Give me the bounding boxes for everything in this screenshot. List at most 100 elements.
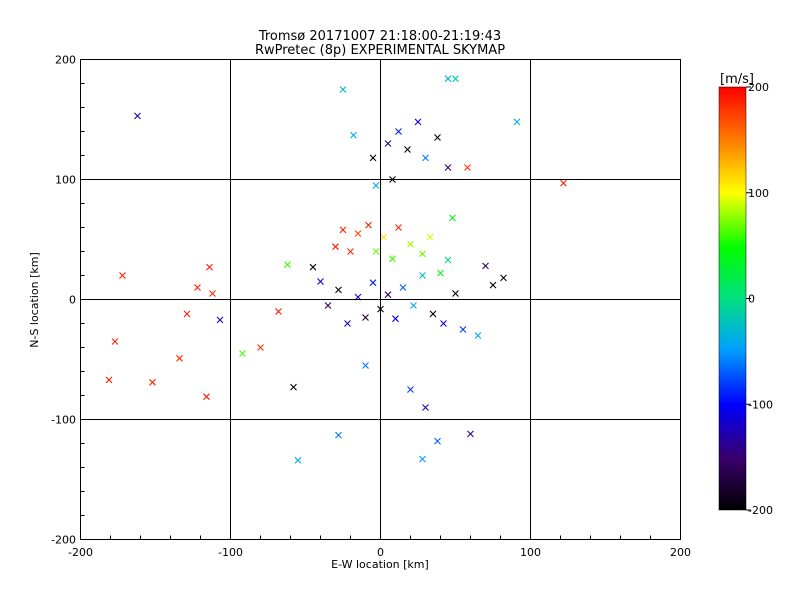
data-point bbox=[206, 263, 213, 271]
data-point bbox=[332, 243, 339, 251]
data-point bbox=[344, 320, 351, 327]
y-axis-label: N-S location [km] bbox=[28, 252, 41, 348]
data-point bbox=[410, 302, 417, 309]
data-point bbox=[239, 350, 246, 357]
chart-subtitle: RwPretec (8p) EXPERIMENTAL SKYMAP bbox=[255, 43, 505, 58]
data-point bbox=[407, 240, 414, 248]
data-point bbox=[429, 310, 437, 318]
colorbar bbox=[718, 86, 747, 511]
data-point bbox=[369, 279, 377, 287]
data-point bbox=[426, 233, 434, 241]
data-point bbox=[134, 112, 141, 120]
data-point bbox=[464, 164, 471, 171]
data-point bbox=[399, 284, 407, 291]
data-point bbox=[389, 255, 396, 263]
y-tick-label: 100 bbox=[55, 174, 76, 187]
data-point bbox=[444, 256, 452, 264]
data-point bbox=[290, 383, 297, 391]
y-tick-label: 200 bbox=[55, 54, 76, 67]
data-point bbox=[339, 226, 347, 234]
data-point bbox=[149, 378, 156, 386]
data-point bbox=[284, 261, 291, 269]
data-point bbox=[372, 248, 380, 255]
data-point bbox=[482, 262, 489, 270]
colorbar-unit-label: [m/s] bbox=[720, 72, 754, 87]
chart-title: Tromsø 20171007 21:18:00-21:19:43 bbox=[258, 29, 501, 44]
data-point bbox=[419, 250, 426, 258]
data-point bbox=[395, 224, 402, 231]
data-point bbox=[350, 131, 357, 139]
x-tick-label: -200 bbox=[68, 546, 93, 559]
colorbar-tick-label: -200 bbox=[748, 504, 773, 517]
colorbar-tick-label: 200 bbox=[748, 81, 769, 94]
data-point bbox=[194, 284, 201, 291]
data-point bbox=[176, 354, 183, 362]
data-point bbox=[339, 86, 347, 93]
data-point bbox=[257, 344, 264, 351]
data-point bbox=[317, 278, 324, 285]
data-point bbox=[309, 263, 317, 271]
data-point bbox=[434, 437, 441, 445]
data-point bbox=[489, 281, 497, 289]
data-point bbox=[294, 456, 302, 464]
data-point bbox=[419, 272, 426, 279]
data-point bbox=[203, 393, 210, 401]
colorbar-tick-label: 100 bbox=[748, 187, 769, 200]
data-point bbox=[452, 290, 459, 297]
x-tick-label: 200 bbox=[670, 546, 691, 559]
data-point bbox=[324, 302, 332, 309]
data-point bbox=[347, 248, 354, 255]
data-point bbox=[404, 146, 411, 153]
y-tick-label: -200 bbox=[51, 534, 76, 547]
y-tick-label: 0 bbox=[69, 294, 76, 307]
data-point bbox=[414, 118, 422, 126]
data-point bbox=[372, 182, 380, 189]
data-point bbox=[449, 214, 456, 222]
data-point bbox=[422, 404, 429, 411]
data-point bbox=[560, 179, 567, 187]
y-axis-ticks: -200 -100 0 100 200 bbox=[51, 54, 89, 547]
data-point bbox=[369, 154, 377, 162]
data-point bbox=[105, 376, 113, 384]
colorbar-ticks: -200 -100 0 100 200 bbox=[746, 81, 773, 517]
data-point bbox=[384, 291, 392, 299]
data-point bbox=[362, 314, 369, 321]
x-tick-label: 100 bbox=[520, 546, 541, 559]
data-point bbox=[500, 274, 507, 282]
data-point bbox=[444, 164, 452, 171]
data-point bbox=[119, 272, 126, 279]
x-axis-ticks: -200 -100 0 100 200 bbox=[68, 531, 691, 559]
x-axis-label: E-W location [km] bbox=[331, 558, 429, 571]
data-point bbox=[452, 75, 459, 83]
data-point bbox=[419, 455, 426, 463]
data-point bbox=[407, 386, 414, 393]
data-point bbox=[111, 338, 119, 345]
data-point bbox=[422, 154, 429, 162]
data-point bbox=[392, 315, 399, 323]
plot-points bbox=[105, 75, 567, 464]
grid-lines bbox=[80, 59, 681, 540]
data-point bbox=[380, 233, 387, 241]
data-point bbox=[216, 316, 224, 324]
data-point bbox=[467, 430, 474, 438]
data-point bbox=[434, 134, 441, 141]
data-point bbox=[437, 269, 444, 277]
data-point bbox=[354, 230, 362, 237]
colorbar-tick-label: -100 bbox=[748, 398, 773, 411]
x-tick-label: -100 bbox=[218, 546, 243, 559]
data-point bbox=[384, 140, 392, 147]
data-point bbox=[459, 326, 467, 333]
y-tick-label: -100 bbox=[51, 414, 76, 427]
data-point bbox=[183, 310, 191, 318]
x-tick-label: 0 bbox=[377, 546, 384, 559]
data-point bbox=[365, 221, 372, 229]
data-point bbox=[440, 320, 447, 327]
data-point bbox=[209, 290, 216, 297]
data-point bbox=[444, 75, 452, 83]
data-point bbox=[474, 332, 482, 339]
data-point bbox=[362, 362, 369, 369]
data-point bbox=[335, 431, 342, 439]
colorbar-tick-label: 0 bbox=[748, 293, 755, 306]
data-point bbox=[335, 286, 342, 294]
